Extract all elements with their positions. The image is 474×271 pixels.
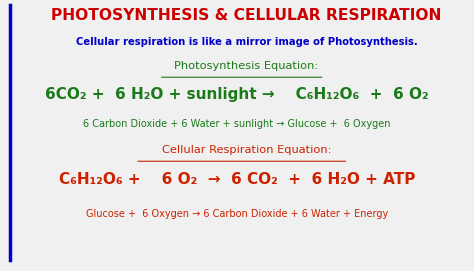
Text: Photosynthesis Equation:: Photosynthesis Equation:: [174, 61, 319, 71]
Text: Cellular respiration is like a mirror image of Photosynthesis.: Cellular respiration is like a mirror im…: [76, 37, 417, 47]
Text: 6 Carbon Dioxide + 6 Water + sunlight → Glucose +  6 Oxygen: 6 Carbon Dioxide + 6 Water + sunlight → …: [83, 119, 391, 129]
Text: Glucose +  6 Oxygen → 6 Carbon Dioxide + 6 Water + Energy: Glucose + 6 Oxygen → 6 Carbon Dioxide + …: [86, 209, 388, 219]
Text: 6CO₂ +  6 H₂O + sunlight →    C₆H₁₂O₆  +  6 O₂: 6CO₂ + 6 H₂O + sunlight → C₆H₁₂O₆ + 6 O₂: [45, 87, 429, 102]
Text: PHOTOSYNTHESIS & CELLULAR RESPIRATION: PHOTOSYNTHESIS & CELLULAR RESPIRATION: [51, 8, 442, 23]
Text: Cellular Respiration Equation:: Cellular Respiration Equation:: [162, 145, 331, 155]
Text: C₆H₁₂O₆ +    6 O₂  →  6 CO₂  +  6 H₂O + ATP: C₆H₁₂O₆ + 6 O₂ → 6 CO₂ + 6 H₂O + ATP: [59, 172, 415, 187]
